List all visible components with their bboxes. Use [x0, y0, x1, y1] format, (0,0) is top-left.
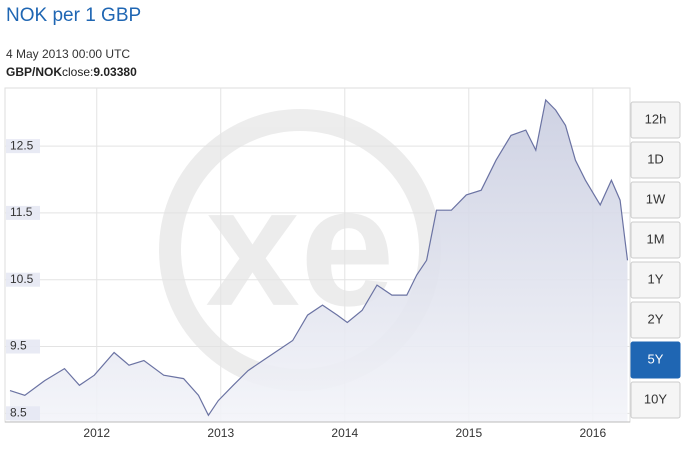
- area: [10, 100, 628, 422]
- close-value: 9.03380: [93, 65, 137, 79]
- y-tick-bg: [6, 139, 40, 154]
- range-button-label[interactable]: 1D: [647, 151, 664, 166]
- range-button-label[interactable]: 5Y: [648, 351, 664, 366]
- y-tick-label: 11.5: [10, 205, 33, 219]
- range-button[interactable]: [630, 261, 681, 299]
- x-tick-label: 2012: [83, 426, 110, 440]
- range-button-label[interactable]: 10Y: [644, 391, 667, 406]
- hover-date: 4 May 2013 00:00 UTC: [6, 47, 130, 61]
- chart-title: NOK per 1 GBP: [6, 5, 141, 26]
- close-label: close:: [62, 65, 93, 79]
- y-tick-bg: [6, 339, 40, 354]
- range-button[interactable]: [630, 381, 681, 419]
- y-tick-label: 8.5: [10, 405, 27, 419]
- hover-close: GBP/NOKclose:9.03380: [6, 65, 137, 79]
- range-button-label[interactable]: 1Y: [648, 271, 664, 286]
- range-button-label[interactable]: 1M: [646, 231, 664, 246]
- x-tick-label: 2014: [331, 426, 358, 440]
- range-button-label[interactable]: 2Y: [648, 311, 664, 326]
- range-button[interactable]: [630, 301, 681, 339]
- range-button-label[interactable]: 1W: [646, 191, 666, 206]
- x-tick-label: 2015: [455, 426, 482, 440]
- range-button[interactable]: [630, 141, 681, 179]
- y-tick-bg: [6, 205, 40, 220]
- y-tick-bg: [6, 272, 40, 287]
- range-button[interactable]: [630, 221, 681, 259]
- pair: GBP/NOK: [6, 65, 62, 79]
- y-tick-label: 9.5: [10, 339, 27, 353]
- x-tick-label: 2016: [579, 426, 606, 440]
- y-tick-bg: [6, 406, 40, 421]
- range-button[interactable]: [630, 341, 681, 379]
- range-button-label[interactable]: 12h: [645, 111, 667, 126]
- y-tick-label: 10.5: [10, 272, 34, 286]
- range-button[interactable]: [630, 181, 681, 219]
- x-tick-label: 2013: [207, 426, 234, 440]
- range-button[interactable]: [630, 101, 681, 139]
- y-tick-label: 12.5: [10, 138, 34, 152]
- line: [9, 98, 629, 417]
